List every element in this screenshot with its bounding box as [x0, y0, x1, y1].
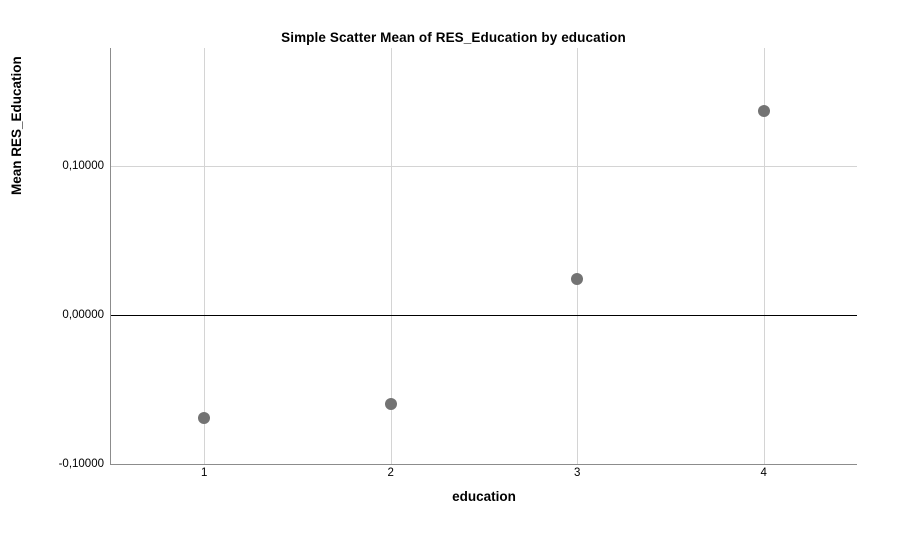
gridline-vertical [391, 48, 392, 464]
gridline-vertical [577, 48, 578, 464]
y-axis-tick-labels: 0,10000 0,00000 -0,10000 [0, 48, 104, 470]
gridline-vertical [764, 48, 765, 464]
plot-area [111, 48, 857, 464]
x-axis-tick-label: 2 [387, 467, 394, 479]
data-point[interactable] [384, 398, 397, 411]
zero-reference-line [111, 315, 857, 316]
x-axis-tick-label: 3 [574, 467, 581, 479]
y-axis-line [110, 48, 111, 465]
data-point[interactable] [571, 273, 584, 286]
data-point[interactable] [198, 411, 211, 424]
x-axis-title: education [452, 489, 516, 504]
y-axis-tick-label: 0,10000 [62, 160, 104, 172]
gridline-horizontal [111, 166, 857, 167]
y-axis-title: Mean RES_Education [9, 56, 24, 195]
gridline-vertical [204, 48, 205, 464]
chart-title: Simple Scatter Mean of RES_Education by … [281, 30, 626, 45]
y-axis-tick-label: 0,00000 [62, 309, 104, 321]
x-axis-line [111, 464, 857, 465]
y-axis-tick-label: -0,10000 [58, 458, 104, 470]
x-axis-tick-labels: 1 2 3 4 [111, 467, 857, 487]
x-axis-tick-label: 4 [760, 467, 767, 479]
data-point[interactable] [757, 104, 770, 117]
x-axis-tick-label: 1 [201, 467, 208, 479]
